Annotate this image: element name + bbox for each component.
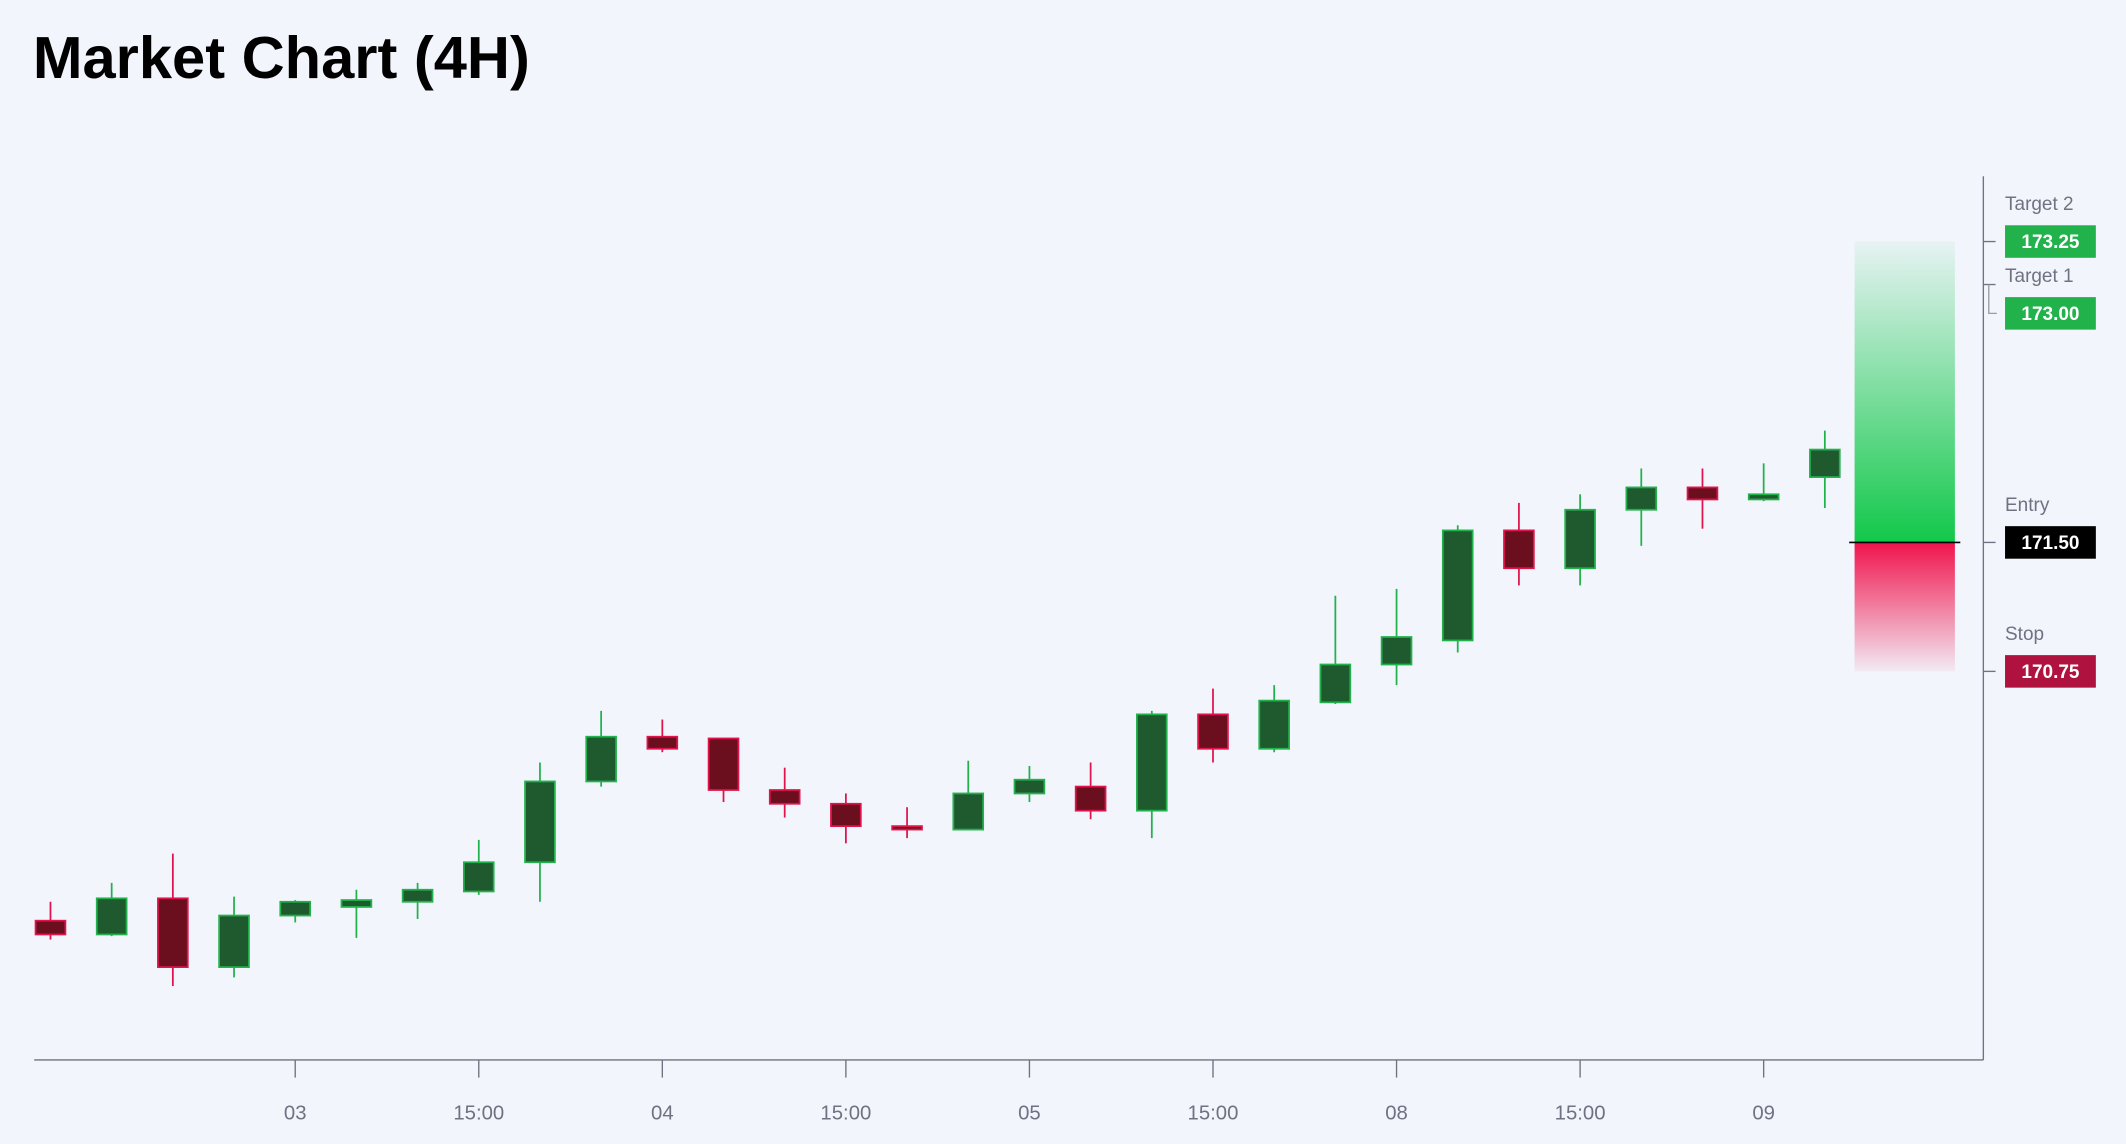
candle-body xyxy=(340,899,373,908)
x-tick-label: 15:00 xyxy=(820,1103,871,1125)
candle-body xyxy=(1013,778,1046,795)
candle-body xyxy=(462,861,495,893)
candle-body xyxy=(707,737,740,791)
candle-body xyxy=(646,735,679,750)
candle-body xyxy=(1503,529,1535,570)
level-value: 173.25 xyxy=(2021,232,2079,253)
level-box xyxy=(2005,526,2096,559)
candle-body xyxy=(1441,529,1474,642)
level-name: Target 1 xyxy=(2005,266,2074,287)
x-tick-label: 08 xyxy=(1385,1103,1408,1125)
candle-body xyxy=(1136,713,1168,812)
level-box xyxy=(2005,225,2096,258)
candle-body xyxy=(1686,486,1719,501)
chart-title: Market Chart (4H) xyxy=(33,24,530,91)
candle-body xyxy=(95,897,128,936)
candle-body xyxy=(830,802,862,828)
level-value: 170.75 xyxy=(2021,662,2079,683)
candle-body xyxy=(1197,713,1229,750)
level-connector xyxy=(1988,284,1997,315)
candle-body xyxy=(1809,448,1841,478)
loss-zone xyxy=(1854,542,1955,672)
candle-body xyxy=(1258,699,1290,750)
x-tick-label: 15:00 xyxy=(453,1103,504,1125)
candle-body xyxy=(891,825,923,831)
x-tick-label: 05 xyxy=(1018,1103,1041,1125)
candle-body xyxy=(1074,785,1107,812)
level-box xyxy=(2005,655,2096,688)
level-value: 173.00 xyxy=(2021,304,2079,325)
candle-body xyxy=(1625,486,1658,511)
candle-body xyxy=(1380,636,1413,666)
candle-body xyxy=(157,897,189,968)
level-box xyxy=(2005,297,2096,330)
candle-body xyxy=(218,914,250,968)
level-name: Entry xyxy=(2005,495,2050,516)
candle-body xyxy=(279,900,312,917)
candle-body xyxy=(401,888,434,903)
candle-body xyxy=(952,792,985,831)
x-tick-label: 09 xyxy=(1752,1103,1775,1125)
x-tick-label: 04 xyxy=(651,1103,674,1125)
x-tick-label: 15:00 xyxy=(1188,1103,1239,1125)
candle-body xyxy=(768,789,801,805)
x-tick-label: 03 xyxy=(284,1103,307,1125)
level-name: Target 2 xyxy=(2005,194,2074,215)
candle-body xyxy=(34,919,67,936)
level-value: 171.50 xyxy=(2021,533,2079,554)
x-tick-label: 15:00 xyxy=(1555,1103,1606,1125)
candle-body xyxy=(585,735,617,783)
level-name: Stop xyxy=(2005,624,2044,645)
candle-body xyxy=(1564,508,1596,570)
candle-body xyxy=(1319,663,1352,704)
profit-zone xyxy=(1854,241,1955,543)
candle-body xyxy=(524,780,556,864)
candle-body xyxy=(1747,493,1780,501)
